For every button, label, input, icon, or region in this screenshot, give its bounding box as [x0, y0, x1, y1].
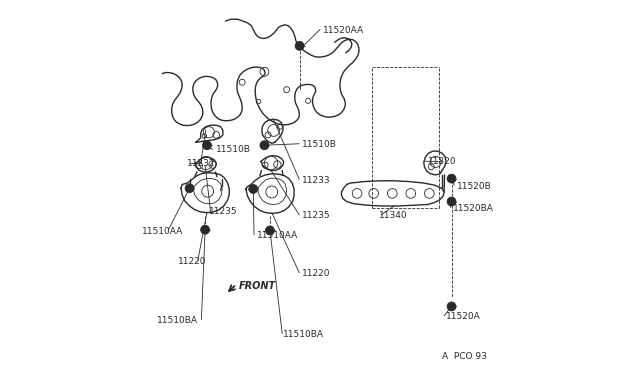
Text: 11510AA: 11510AA [142, 227, 183, 236]
Text: 11510B: 11510B [216, 145, 250, 154]
Text: 11510AA: 11510AA [257, 231, 298, 240]
Text: FRONT: FRONT [239, 281, 276, 291]
Circle shape [447, 174, 456, 183]
Circle shape [266, 226, 275, 235]
Circle shape [185, 184, 194, 193]
Text: 11220: 11220 [179, 257, 207, 266]
Text: 11510B: 11510B [302, 140, 337, 149]
Circle shape [202, 141, 211, 150]
Text: 11233: 11233 [302, 176, 331, 185]
Text: 11520A: 11520A [446, 312, 481, 321]
Circle shape [249, 185, 258, 193]
Text: 11235: 11235 [302, 211, 331, 220]
Text: 11510BA: 11510BA [283, 330, 324, 339]
Text: 11520BA: 11520BA [453, 204, 494, 213]
Text: 11320: 11320 [428, 157, 456, 166]
Circle shape [447, 302, 456, 311]
Text: A  PCO 93: A PCO 93 [442, 352, 487, 361]
Circle shape [295, 41, 304, 50]
Text: 11232: 11232 [187, 159, 215, 168]
Circle shape [260, 141, 269, 150]
Text: 11340: 11340 [380, 211, 408, 220]
Text: 11520B: 11520B [457, 182, 492, 190]
Circle shape [201, 225, 209, 234]
Text: 11220: 11220 [302, 269, 331, 278]
Text: 11510BA: 11510BA [157, 316, 198, 325]
Text: 11520AA: 11520AA [323, 26, 364, 35]
Circle shape [447, 197, 456, 206]
Text: 11235: 11235 [209, 208, 237, 217]
